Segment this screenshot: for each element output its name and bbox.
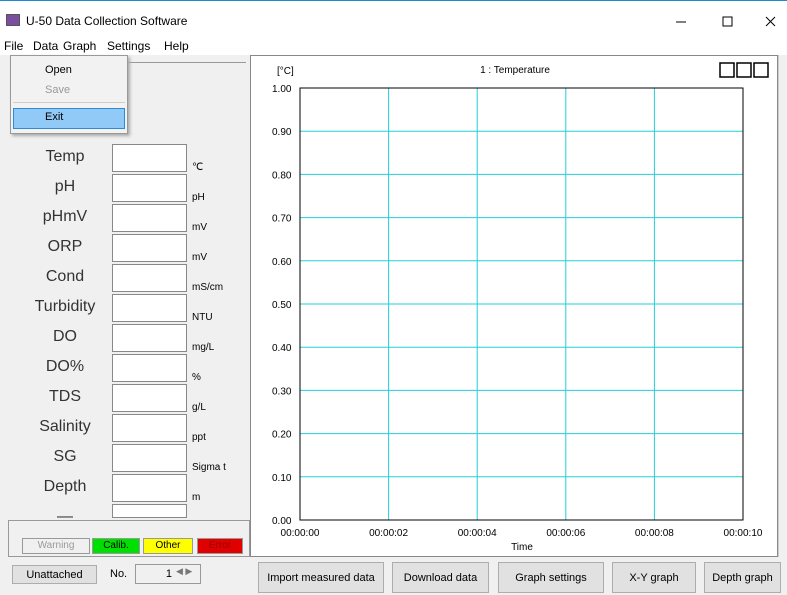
spinner[interactable]: ◀ ▶ [176,566,193,576]
value-box [112,264,187,292]
parameter-name: Depth [43,478,87,495]
status-indicator: Other [143,538,193,554]
parameter-name: Salinity [39,418,91,435]
value-box [112,354,187,382]
menu-item[interactable]: Graph [63,39,97,53]
value-box [112,474,187,502]
x-tick-label: 00:00:00 [281,528,320,539]
value-box [112,504,187,518]
menu-item[interactable]: Help [164,39,189,53]
unit: mV [192,252,207,263]
separator [13,102,125,103]
button[interactable]: Graph settings [498,562,604,593]
layout-icon [753,62,769,78]
parameter-name: Cond [45,268,85,285]
window-controls[interactable] [670,8,787,34]
menu-item[interactable]: Settings [107,39,151,53]
menu-item[interactable]: Data [33,39,59,53]
window-title: U-50 Data Collection Software [26,14,188,28]
status-indicator: Warning [22,538,90,554]
parameter-name: SG [53,448,77,465]
unit: mg/L [192,342,215,353]
y-tick-label: 1.00 [272,84,292,95]
status-panel [8,520,250,557]
value-box [112,384,187,412]
status-indicator: Error [197,538,243,554]
y-tick-label: 0.00 [272,516,292,527]
parameter-name: pH [54,178,76,195]
unit: NTU [192,312,213,323]
layout-icon [736,62,752,78]
unit: Sigma t [192,462,226,473]
y-tick-label: 0.20 [272,430,292,441]
layout-icon [719,62,735,78]
menu-option[interactable]: Exit [45,111,64,123]
graph: [°C] 1 : Temperature 1.00 0.90 0.80 0.70 0.60 0… [272,62,769,553]
value-box [112,414,187,442]
y-tick-label: 0.40 [272,343,292,354]
unit: pH [192,192,205,203]
info-panel [10,62,246,142]
unit: ppt [192,432,206,443]
x-tick-label: 00:00:02 [369,528,408,539]
y-tick-label: 0.30 [272,386,292,397]
value-box [112,444,187,472]
button[interactable]: Download data [392,562,489,593]
button[interactable]: X-Y graph [612,562,696,593]
y-tick-label: 0.10 [272,473,292,484]
button[interactable]: Depth graph [704,562,781,593]
file-menu: Open Save Exit [10,55,128,134]
button[interactable]: Unattached [12,565,97,584]
parameter-name: TDS [49,388,81,405]
parameter-name: pHmV [42,208,88,225]
scrollbar[interactable] [778,55,787,557]
menu-option[interactable]: Open [45,64,72,76]
graph-title: 1 : Temperature [480,65,550,76]
menu-highlight [13,108,125,129]
parameter-name: DO [53,328,77,345]
value-box [112,174,187,202]
graph-panel [250,55,778,557]
value-box [112,204,187,232]
y-tick-label: 0.50 [272,300,292,311]
x-axis-label: Time [511,542,533,553]
menu-item[interactable]: File [4,39,24,53]
axis-unit: [°C] [277,66,294,77]
parameter-name: — [57,508,73,525]
value-box [112,234,187,262]
unit: mS/cm [192,282,224,293]
parameter-name: DO% [45,358,85,375]
app-icon [6,14,20,26]
unit: g/L [192,402,206,413]
menu-bar [0,36,787,55]
parameter-name: Temp [45,148,85,165]
y-tick-label: 0.70 [272,214,292,225]
y-tick-label: 0.60 [272,257,292,268]
parameter-name: ORP [47,238,83,255]
menu-option[interactable]: Save [45,84,71,96]
unit: % [192,372,201,383]
value-box [112,144,187,172]
y-tick-label: 0.90 [272,127,292,138]
label: No. [110,568,128,580]
unit: ℃ [192,162,204,173]
close[interactable] [765,16,776,27]
maximize[interactable] [722,16,733,27]
parameter-name: Turbidity [34,298,96,315]
button[interactable]: Import measured data [258,562,384,593]
status-indicator: Calib. [92,538,140,554]
number-box[interactable]: 1 [135,564,201,584]
x-tick-label: 00:00:04 [458,528,497,539]
unit: mV [192,222,207,233]
unit: m [192,492,201,503]
plot-frame [299,87,744,521]
y-tick-label: 0.80 [272,170,292,181]
title-bar [0,0,787,36]
x-tick-label: 00:00:10 [724,528,763,539]
x-tick-label: 00:00:06 [546,528,585,539]
value-box [112,294,187,322]
x-tick-label: 00:00:08 [635,528,674,539]
value-box [112,324,187,352]
